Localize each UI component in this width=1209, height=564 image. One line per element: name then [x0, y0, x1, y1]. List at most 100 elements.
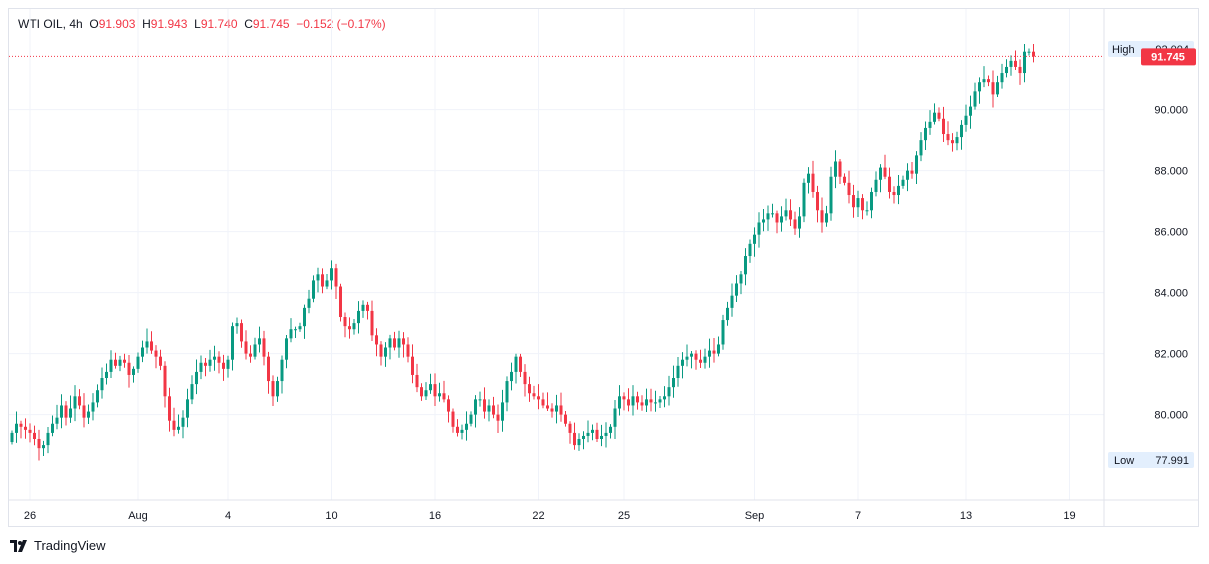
candle-body[interactable] — [262, 338, 266, 357]
candle-body[interactable] — [127, 362, 131, 375]
candle-body[interactable] — [10, 432, 14, 443]
candle-body[interactable] — [388, 338, 392, 348]
candle-body[interactable] — [636, 396, 639, 403]
candle-body[interactable] — [901, 179, 905, 186]
candle-body[interactable] — [618, 396, 621, 409]
candle-body[interactable] — [366, 304, 369, 311]
candle-body[interactable] — [645, 399, 648, 406]
candle-body[interactable] — [249, 353, 252, 357]
candle-body[interactable] — [64, 405, 68, 418]
candle-body[interactable] — [888, 176, 891, 192]
candle-body[interactable] — [253, 344, 257, 357]
candle-body[interactable] — [852, 195, 855, 208]
candle-body[interactable] — [946, 134, 950, 141]
candle-body[interactable] — [460, 429, 464, 433]
candle-body[interactable] — [771, 213, 774, 215]
candle-body[interactable] — [465, 423, 468, 430]
candle-body[interactable] — [190, 384, 194, 400]
candle-body[interactable] — [883, 167, 887, 177]
candle-body[interactable] — [564, 414, 567, 424]
candle-body[interactable] — [469, 414, 473, 424]
candle-body[interactable] — [33, 432, 36, 440]
candle-body[interactable] — [726, 307, 729, 321]
candle-body[interactable] — [582, 435, 585, 440]
candle-body[interactable] — [951, 140, 954, 144]
candle-body[interactable] — [451, 411, 455, 427]
candle-body[interactable] — [555, 405, 558, 412]
candle-body[interactable] — [838, 161, 842, 177]
candle-body[interactable] — [604, 432, 608, 436]
candle-body[interactable] — [361, 304, 365, 311]
candle-body[interactable] — [222, 362, 225, 369]
candle-body[interactable] — [748, 243, 752, 257]
candle-body[interactable] — [496, 414, 500, 421]
candle-body[interactable] — [870, 191, 873, 211]
time-tick-label[interactable]: 22 — [532, 510, 544, 522]
candle-body[interactable] — [316, 274, 320, 281]
candle-body[interactable] — [910, 170, 914, 174]
candle-body[interactable] — [91, 402, 95, 412]
candle-body[interactable] — [856, 198, 860, 208]
time-tick-label[interactable]: 16 — [429, 510, 441, 522]
candle-body[interactable] — [546, 405, 549, 409]
candle-body[interactable] — [798, 216, 801, 229]
candle-body[interactable] — [37, 439, 41, 449]
candle-body[interactable] — [352, 323, 356, 330]
candle-body[interactable] — [312, 280, 315, 299]
candle-body[interactable] — [541, 399, 545, 406]
candle-body[interactable] — [708, 350, 711, 357]
candle-body[interactable] — [577, 439, 581, 446]
candle-body[interactable] — [717, 344, 720, 354]
candle-body[interactable] — [474, 399, 477, 415]
candle-body[interactable] — [973, 91, 977, 107]
candle-body[interactable] — [762, 219, 765, 223]
candle-body[interactable] — [96, 390, 99, 403]
candle-body[interactable] — [631, 396, 635, 406]
candle-body[interactable] — [204, 362, 207, 366]
candle-body[interactable] — [942, 118, 945, 135]
candle-body[interactable] — [982, 79, 986, 83]
candle-body[interactable] — [217, 356, 221, 363]
candle-body[interactable] — [235, 323, 239, 327]
candle-body[interactable] — [82, 405, 86, 418]
candle-body[interactable] — [298, 326, 302, 330]
candle-body[interactable] — [429, 384, 432, 391]
time-tick-label[interactable]: 25 — [618, 510, 630, 522]
candle-body[interactable] — [672, 378, 675, 388]
candle-body[interactable] — [676, 365, 680, 379]
candle-body[interactable] — [753, 234, 756, 244]
candle-body[interactable] — [276, 381, 279, 397]
candle-body[interactable] — [861, 198, 864, 211]
candle-body[interactable] — [699, 359, 702, 363]
candle-body[interactable] — [843, 176, 846, 183]
candle-body[interactable] — [280, 359, 284, 382]
candle-body[interactable] — [694, 353, 698, 360]
candle-body[interactable] — [807, 173, 810, 183]
candle-body[interactable] — [330, 268, 333, 281]
candle-body[interactable] — [334, 268, 338, 287]
candle-body[interactable] — [420, 387, 423, 397]
candle-body[interactable] — [321, 274, 324, 287]
candle-body[interactable] — [109, 359, 113, 372]
candle-body[interactable] — [289, 329, 293, 339]
candle-body[interactable] — [595, 429, 599, 440]
candle-body[interactable] — [658, 399, 662, 403]
candle-body[interactable] — [528, 384, 531, 394]
candle-body[interactable] — [802, 182, 806, 217]
candle-body[interactable] — [933, 112, 936, 122]
candle-body[interactable] — [73, 396, 77, 409]
candle-body[interactable] — [195, 371, 198, 385]
candle-body[interactable] — [897, 185, 900, 196]
candle-body[interactable] — [28, 429, 32, 433]
candle-body[interactable] — [712, 350, 716, 354]
candle-body[interactable] — [42, 445, 45, 449]
candle-body[interactable] — [78, 396, 81, 406]
symbol-name[interactable]: WTI OIL — [18, 17, 63, 31]
candle-body[interactable] — [1032, 51, 1035, 57]
candle-body[interactable] — [996, 82, 999, 95]
candle-body[interactable] — [393, 338, 396, 348]
candle-body[interactable] — [793, 219, 797, 229]
candle-body[interactable] — [370, 310, 374, 336]
candle-body[interactable] — [784, 210, 788, 217]
candle-body[interactable] — [681, 359, 684, 366]
